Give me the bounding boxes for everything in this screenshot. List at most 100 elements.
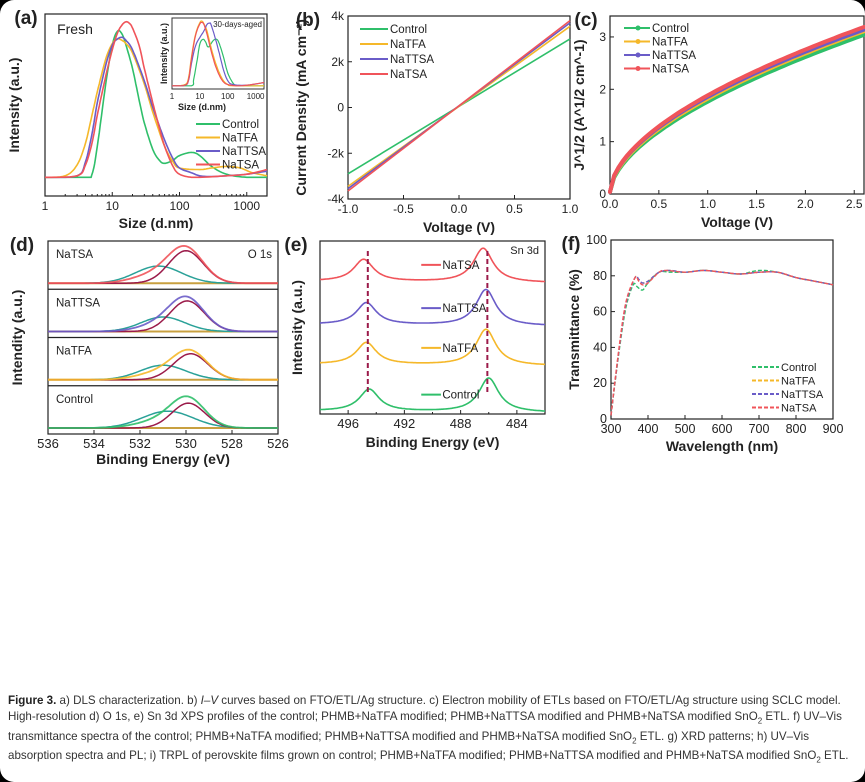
x-tick-label: 0.5 [506,202,523,216]
x-axis-label: Binding Energy (eV) [366,434,500,450]
chart-b-iv: -1.0 -0.5 0.0 0.5 1.0 -4k -2k 0 2k 4k Voltage (V) C… [293,9,579,235]
panel-label: (c) [574,10,597,31]
legend-label: NaTTSA [652,50,696,62]
y-axis-label: Transmittance (%) [566,269,582,390]
y-tick-label: 0 [337,101,344,115]
legend-label: NaTSA [390,69,427,81]
x-tick-label: 2.5 [846,197,863,211]
plot-frame [44,13,268,197]
x-tick-label: 0.0 [602,197,619,211]
panel-label: (b) [296,10,320,31]
legend-marker [635,25,641,31]
legend-label: NaTSA [652,64,689,76]
caption-fragment: 2 [816,755,821,765]
series-line-nattsa [608,27,865,194]
series-line-natsa [610,269,834,416]
chart-a-dls: 1 10 100 1000 Size (d.nm) Intensity (a.u.) (a)… [6,8,268,231]
x-tick-label: 500 [675,422,696,436]
stack-label: NaTSA [56,249,93,261]
plot-frame [609,15,865,195]
chart-f-transmittance: 300 400 500 600 700 800 900 0 20 40 60 80 100 Wavelen… [562,233,844,454]
legend-label: NaTFA [781,376,816,388]
stack-label: Control [56,394,93,406]
x-tick-label: 1 [42,199,49,213]
inset-x-tick-label: 10 [195,92,204,101]
envelope-nattsa [48,295,278,333]
legend-label: NaTTSA [222,146,266,158]
caption-fragment: a) DLS characterization. b) [56,694,201,707]
stack-label: NaTFA [56,346,92,358]
x-tick-label: 1000 [233,199,260,213]
y-tick-label: 0 [599,187,606,201]
x-tick-label: 1.0 [699,197,716,211]
x-axis-label: Voltage (V) [423,219,495,235]
component-lattice [48,353,278,381]
legend-label: Control [781,362,816,374]
envelope-control [48,395,278,429]
envelope-natfa [48,348,278,381]
x-tick-label: 700 [749,422,770,436]
x-tick-label: 10 [106,199,120,213]
x-tick-label: 0.0 [451,202,468,216]
series-line-natfa [320,328,546,366]
y-axis-label: Current Density (mA cm⁻²) [293,19,309,195]
annotation-o1s: O 1s [248,249,273,261]
x-tick-label: 600 [712,422,733,436]
figure-caption: Figure 3. a) DLS characterization. b) I–… [8,693,860,768]
x-axis-label: Size (d.nm) [119,215,194,231]
caption-fragment: ETL. f) UV–Vis transmittance spectra of … [8,709,842,743]
y-tick-label: 40 [593,340,607,354]
caption-label: Figure 3. [8,694,57,707]
y-tick-label: 0 [600,412,607,426]
y-tick-label: 100 [586,233,607,247]
series-line-natsa [608,25,865,194]
caption-fragment: ETL. [820,749,849,763]
legend-label: Control [652,23,689,35]
x-tick-label: 534 [83,436,105,451]
legend-label: NaTFA [652,37,688,49]
series-line-nattsa [320,288,546,326]
legend-marker [635,52,641,58]
caption-fragment: I–V [200,694,219,707]
series-line-natsa [347,19,571,192]
legend-label: NaTSA [222,160,259,172]
x-tick-label: 0.5 [651,197,668,211]
legend-marker [635,66,641,71]
inset-y-axis-label: Intensity (a.u.) [159,23,169,84]
y-tick-label: 1 [599,135,606,149]
series-line-natfa [45,38,268,179]
legend-label: NaTTSA [390,54,434,66]
legend-marker [635,39,641,44]
legend-label: Control [390,24,427,36]
x-tick-label: 800 [786,422,807,436]
legend-label: NaTFA [442,343,478,355]
y-axis-label: Intensity (a.u.) [289,280,305,375]
x-tick-label: 496 [337,416,359,431]
x-axis-label: Binding Energy (eV) [96,451,230,467]
x-tick-label: 300 [601,422,622,436]
envelope-natsa [48,244,278,285]
component-lattice [48,402,278,429]
y-tick-label: 80 [593,269,607,283]
y-tick-label: 20 [593,376,607,390]
x-tick-label: 100 [169,199,189,213]
legend-label: NaTFA [390,39,426,51]
x-tick-label: 488 [450,416,472,431]
y-tick-label: -4k [327,192,345,206]
chart-e-sn3d: 496 492 488 484 Binding Energy (eV) Intensity… [284,235,546,450]
annotation-sn3d: Sn 3d [510,245,539,257]
chart-c-sclc: 0.0 0.5 1.0 1.5 2.0 2.5 0 1 2 3 Voltage (V) J^1/2 (… [571,10,865,230]
y-axis-label: Intensity (a.u.) [6,58,22,153]
x-tick-label: -1.0 [338,202,359,216]
caption-fragment: 2 [632,735,637,745]
series-line-control [608,32,865,194]
annotation-fresh: Fresh [57,21,93,37]
x-tick-label: 492 [394,416,416,431]
x-tick-label: 400 [638,422,659,436]
caption-fragment: curves based on FTO/ETL/Ag structure. c)… [8,694,841,723]
x-tick-label: 532 [129,436,151,451]
inset-series-line-natsa [172,21,265,87]
panel-label: (a) [14,8,37,29]
legend-label: NaTSA [781,403,817,415]
